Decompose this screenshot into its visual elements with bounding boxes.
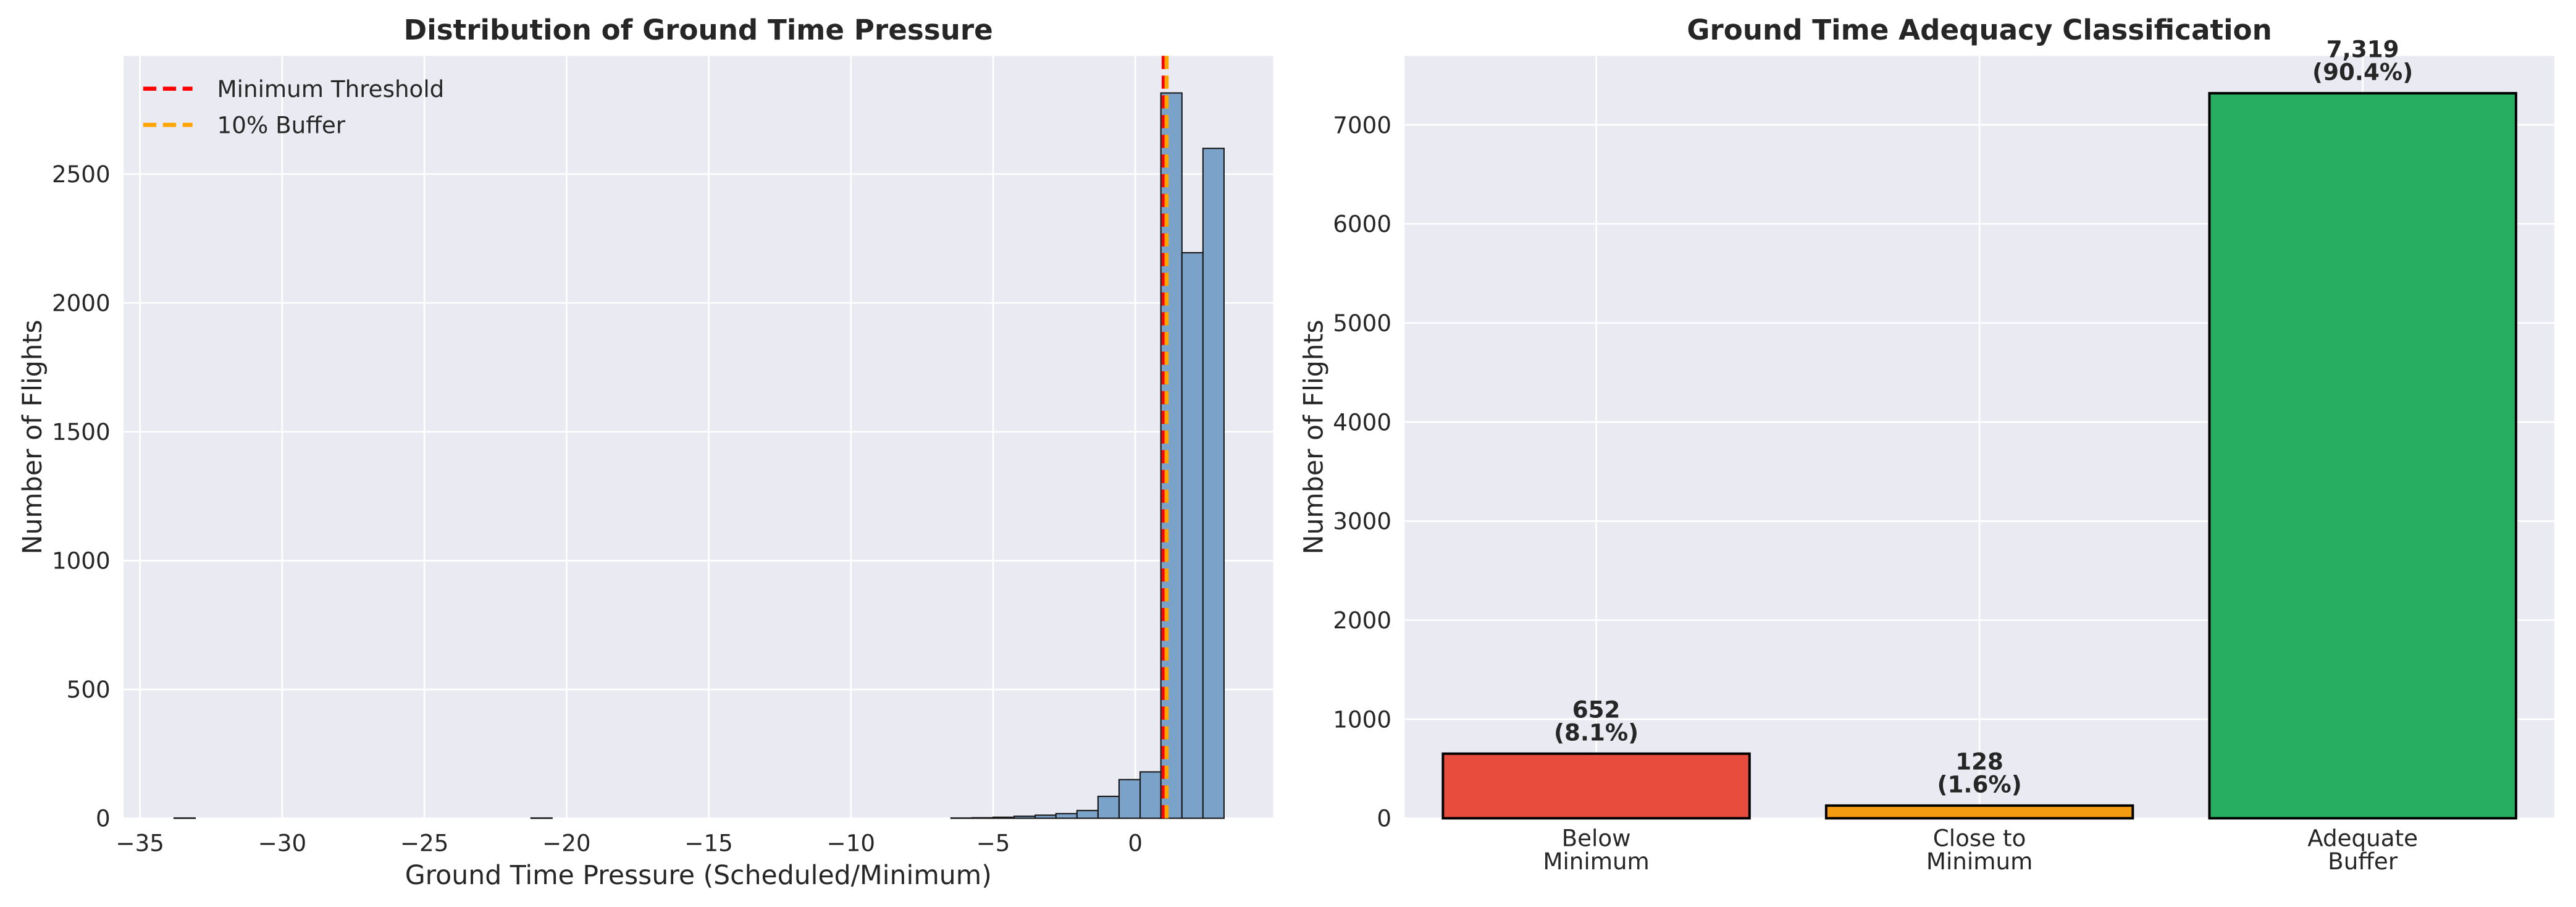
y-tick-label: 5000 [1333, 310, 1391, 337]
x-tick-label: −25 [400, 830, 449, 857]
x-tick-label: Close to Minimum [1926, 825, 2033, 875]
x-tick-label: −5 [976, 830, 1010, 857]
legend-label: Minimum Threshold [217, 75, 445, 103]
value-label: 652 (8.1%) [1554, 696, 1638, 746]
y-tick-label: 0 [1377, 805, 1391, 832]
y-tick-label: 4000 [1333, 408, 1391, 436]
x-tick-label: Below Minimum [1543, 825, 1649, 875]
x-tick-label: −10 [827, 830, 876, 857]
value-label: 7,319 (90.4%) [2312, 35, 2413, 85]
histogram-bar [1181, 251, 1204, 819]
y-tick-label: 1500 [52, 418, 111, 445]
value-label: 128 (1.6%) [1937, 748, 2021, 798]
histogram-bar [971, 817, 994, 819]
y-tick-label: 500 [67, 676, 111, 703]
y-tick-label: 1000 [1333, 706, 1391, 733]
x-tick-label: Adequate Buffer [2307, 825, 2418, 875]
y-axis-label: Number of Flights [18, 319, 48, 554]
bar [1824, 804, 2134, 820]
x-tick-label: 0 [1128, 830, 1143, 857]
bar [1441, 752, 1751, 820]
legend-label: 10% Buffer [217, 111, 346, 138]
x-tick-label: −15 [684, 830, 733, 857]
chart-title: Ground Time Adequacy Classification [1687, 14, 2272, 46]
y-tick-label: 7000 [1333, 111, 1391, 138]
histogram-bar [1013, 815, 1036, 819]
histogram-bar [1139, 771, 1162, 819]
y-axis-label: Number of Flights [1299, 319, 1329, 554]
y-tick-label: 0 [96, 805, 111, 832]
y-tick-label: 3000 [1333, 508, 1391, 535]
histogram-bar [1118, 778, 1141, 819]
plot-background [123, 56, 1273, 819]
x-axis-label: Ground Time Pressure (Scheduled/Minimum) [405, 861, 992, 891]
bar [2208, 91, 2517, 820]
y-tick-label: 6000 [1333, 211, 1391, 238]
histogram-bar [1055, 812, 1078, 819]
y-tick-label: 1000 [52, 547, 111, 575]
histogram-bar [992, 816, 1015, 819]
chart-title: Distribution of Ground Time Pressure [404, 14, 993, 46]
histogram-bar [1097, 795, 1120, 819]
histogram-bar [1034, 814, 1057, 819]
histogram-bar [1202, 148, 1225, 819]
x-tick-label: −35 [115, 830, 164, 857]
x-tick-label: −20 [542, 830, 591, 857]
x-tick-label: −30 [258, 830, 307, 857]
y-tick-label: 2500 [52, 161, 111, 188]
histogram-bar [1076, 809, 1099, 819]
y-tick-label: 2000 [52, 290, 111, 317]
y-tick-label: 2000 [1333, 607, 1391, 634]
